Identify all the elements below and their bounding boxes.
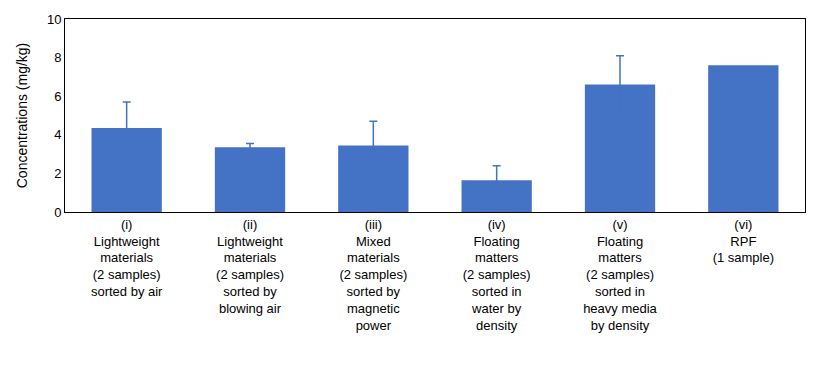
- svg-text:(vi)RPF(1 sample): (vi)RPF(1 sample): [713, 217, 774, 266]
- svg-text:4: 4: [54, 127, 61, 142]
- svg-text:0: 0: [54, 205, 61, 220]
- svg-text:(iii)Mixedmaterials(2 samples): (iii)Mixedmaterials(2 samples)sorted bym…: [339, 217, 407, 333]
- svg-text:(ii)Lightweightmaterials(2 sam: (ii)Lightweightmaterials(2 samples)sorte…: [216, 217, 284, 317]
- svg-text:Concentrations (mg/kg): Concentrations (mg/kg): [14, 43, 30, 189]
- svg-text:2: 2: [54, 166, 61, 181]
- svg-text:(iv)Floatingmatters(2 samples): (iv)Floatingmatters(2 samples)sorted inw…: [463, 217, 531, 333]
- svg-text:(i)Lightweightmaterials(2 samp: (i)Lightweightmaterials(2 samples)sorted…: [91, 217, 163, 300]
- svg-text:8: 8: [54, 50, 61, 65]
- svg-text:10: 10: [47, 12, 61, 27]
- svg-text:(v)Floatingmatters(2 samples)s: (v)Floatingmatters(2 samples)sorted inhe…: [583, 217, 657, 333]
- svg-text:6: 6: [54, 89, 61, 104]
